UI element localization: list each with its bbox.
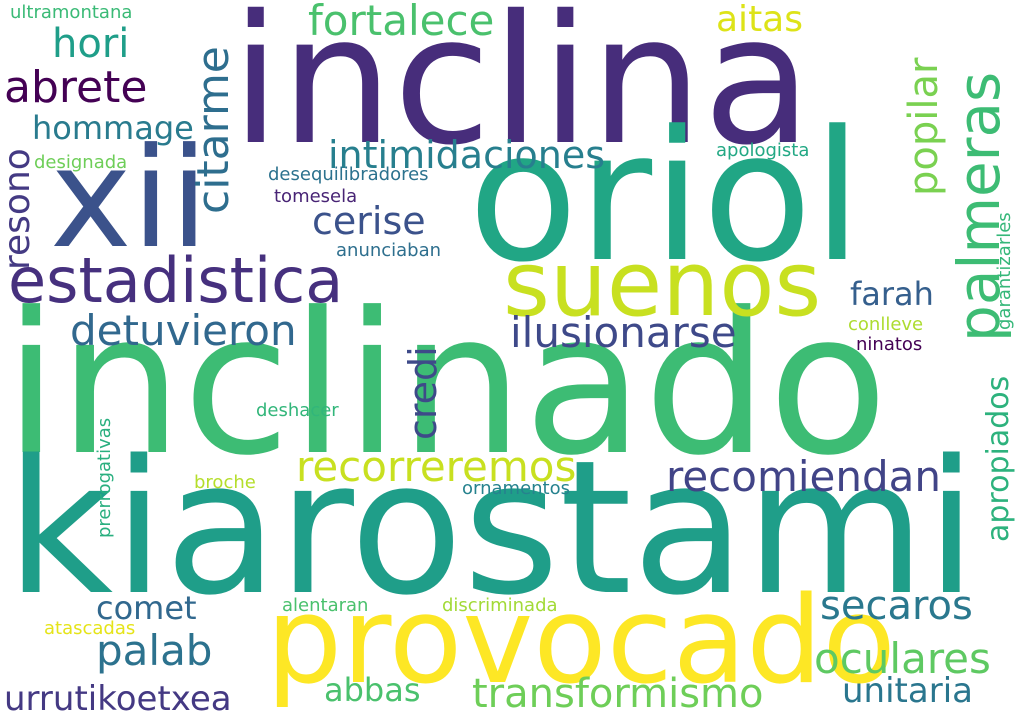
word-cerise: cerise xyxy=(312,199,426,243)
word-comet: comet xyxy=(96,589,197,627)
word-apropiados: apropiados xyxy=(981,375,1016,542)
word-prerrogativas: prerrogativas xyxy=(94,417,115,538)
word-apologista: apologista xyxy=(716,140,810,161)
word-hori: hori xyxy=(52,21,130,67)
word-alentaran: alentaran xyxy=(282,595,369,616)
word-suenos: suenos xyxy=(503,232,822,337)
word-garantizarles: garantizarles xyxy=(994,212,1015,330)
word-secaros: secaros xyxy=(820,583,973,629)
word-fortalece: fortalece xyxy=(308,0,495,45)
word-abrete: abrete xyxy=(4,62,148,113)
word-popilar: popilar xyxy=(901,57,947,196)
word-discriminada: discriminada xyxy=(442,595,558,616)
word-ultramontana: ultramontana xyxy=(10,2,133,23)
word-unitaria: unitaria xyxy=(842,671,973,711)
word-abbas: abbas xyxy=(324,671,421,709)
word-recomiendan: recomiendan xyxy=(666,452,942,501)
word-desequilibradores: desequilibradores xyxy=(268,164,429,185)
word-deshacer: deshacer xyxy=(256,400,339,421)
word-detuvieron: detuvieron xyxy=(70,306,297,355)
word-resono: resono xyxy=(0,148,38,270)
word-palab: palab xyxy=(96,626,213,675)
word-transformismo: transformismo xyxy=(472,671,764,717)
word-oculares: oculares xyxy=(814,634,991,683)
word-urrutikoetxea: urrutikoetxea xyxy=(4,679,232,719)
word-ornamentos: ornamentos xyxy=(462,478,570,499)
word-kiarostami: kiarostami xyxy=(6,420,977,636)
word-ninatos: ninatos xyxy=(856,334,923,355)
word-oriol: oriol xyxy=(468,93,863,302)
word-inclina: inclina xyxy=(231,0,812,184)
word-intimidaciones: intimidaciones xyxy=(328,133,606,177)
word-conlleve: conlleve xyxy=(848,314,924,335)
word-tomesela: tomesela xyxy=(274,186,358,207)
word-inclinado: inclinado xyxy=(4,271,889,499)
word-credi: credi xyxy=(401,346,445,440)
word-farah: farah xyxy=(850,275,934,313)
word-atascadas: atascadas xyxy=(44,618,136,639)
word-recorreremos: recorreremos xyxy=(296,442,577,491)
word-estadistica: estadistica xyxy=(8,244,344,317)
word-provocado: provocado xyxy=(266,572,896,711)
word-anunciaban: anunciaban xyxy=(336,240,442,261)
word-citarme: citarme xyxy=(188,46,239,214)
word-hommage: hommage xyxy=(32,109,194,147)
word-aitas: aitas xyxy=(716,0,803,40)
word-xii: xii xyxy=(50,118,209,279)
word-ilusionarse: ilusionarse xyxy=(510,308,737,357)
word-designada: designada xyxy=(34,152,128,173)
word-broche: broche xyxy=(194,472,256,493)
